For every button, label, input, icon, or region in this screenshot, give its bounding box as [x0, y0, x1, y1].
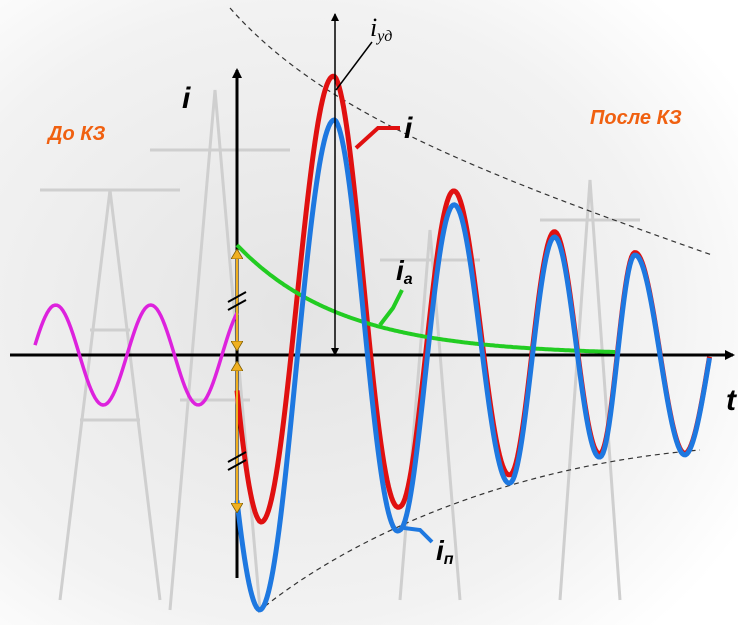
- after-fault-label: После КЗ: [590, 107, 682, 129]
- total-label: i: [404, 112, 413, 145]
- peak-sub: уд: [375, 28, 392, 45]
- peak-main: i: [370, 13, 377, 42]
- aperiodic-sub: а: [404, 271, 413, 288]
- before-fault-label: До КЗ: [46, 123, 106, 145]
- background: [0, 0, 738, 625]
- y-axis-label: i: [182, 82, 191, 115]
- periodic-sub: п: [444, 551, 454, 568]
- diagram: i t До КЗ После КЗ iуд i iа iп: [0, 0, 738, 625]
